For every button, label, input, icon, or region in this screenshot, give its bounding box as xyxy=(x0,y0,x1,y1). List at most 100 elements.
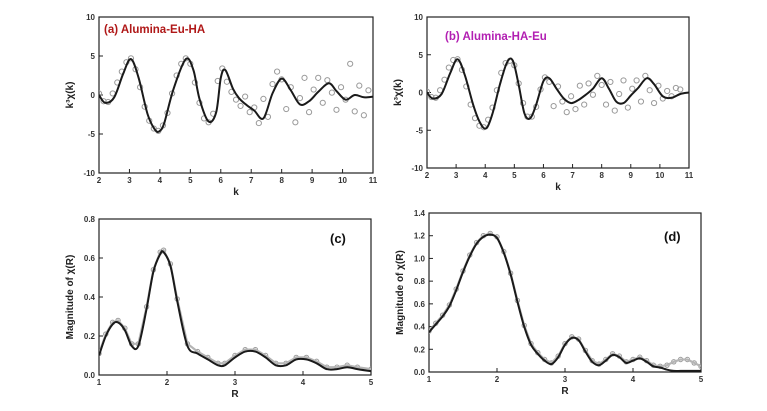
x-axis-title: k xyxy=(555,182,561,193)
data-point xyxy=(365,87,372,94)
plot-area xyxy=(429,230,701,372)
data-point xyxy=(301,74,308,81)
data-point xyxy=(677,86,684,93)
x-axis-title: R xyxy=(561,386,569,397)
plot-area xyxy=(99,55,373,134)
y-tick-label: 1.2 xyxy=(414,232,426,241)
y-axis-title: Magnitude of χ(R) xyxy=(65,255,76,340)
data-point xyxy=(616,90,623,98)
x-tick-label: 8 xyxy=(599,171,604,180)
x-tick-label: 2 xyxy=(97,176,102,185)
panel-b: 2 3 4 5 6 7 8 9 10 11 -10 -5 0 5 10 k k³χ(k) (b) Alumina-… xyxy=(393,13,694,193)
x-tick-label: 7 xyxy=(570,171,575,180)
x-tick-label: 2 xyxy=(165,378,170,387)
y-tick-label: -5 xyxy=(88,130,96,139)
data-point xyxy=(292,119,299,126)
data-point xyxy=(607,78,614,86)
y-tick-label: 1.4 xyxy=(414,209,426,218)
x-tick-label: 8 xyxy=(279,176,284,185)
data-point xyxy=(283,105,290,113)
x-tick-label: 5 xyxy=(188,176,193,185)
y-tick-label: 5 xyxy=(91,52,96,61)
experimental-line xyxy=(99,248,371,371)
data-point xyxy=(559,98,566,105)
data-point xyxy=(620,77,627,84)
data-point xyxy=(598,81,605,89)
x-tick-label: 3 xyxy=(127,176,132,185)
x-tick-label: 10 xyxy=(338,176,347,185)
data-point xyxy=(664,87,671,95)
data-point xyxy=(255,119,262,127)
x-tick-label: 5 xyxy=(512,171,517,180)
data-point xyxy=(572,106,579,113)
data-point xyxy=(576,82,583,89)
panel-a: 2 3 4 5 6 7 8 9 10 11 -10 -5 0 5 10 k k³χ(k) (a) Alumina-… xyxy=(65,13,378,198)
data-point xyxy=(356,82,363,89)
x-tick-label: 4 xyxy=(301,378,306,387)
panel-title: (a) Alumina-Eu-HA xyxy=(104,24,205,36)
data-point xyxy=(324,77,331,84)
y-axis-title: k³χ(k) xyxy=(393,79,404,106)
data-point xyxy=(445,64,452,71)
data-point xyxy=(310,86,317,93)
data-point xyxy=(611,107,618,114)
data-point xyxy=(594,72,601,79)
y-tick-label: 10 xyxy=(414,13,423,22)
x-tick-label: 7 xyxy=(249,176,254,185)
panel-tag: (c) xyxy=(330,231,346,246)
data-point xyxy=(624,104,631,111)
panel-d: 1 2 3 4 5 0.0 0.2 0.4 0.6 0.8 1.0 1.2 1.4 R Magnitude … xyxy=(395,209,704,397)
y-tick-label: 0.8 xyxy=(84,215,96,224)
y-tick-label: 0.6 xyxy=(84,254,96,263)
data-point xyxy=(550,102,557,110)
x-tick-label: 9 xyxy=(629,171,634,180)
data-point xyxy=(568,93,575,100)
data-point xyxy=(127,55,135,62)
x-tick-label: 5 xyxy=(699,375,704,384)
data-point xyxy=(232,96,240,103)
y-tick-label: 5 xyxy=(419,51,424,60)
data-point xyxy=(563,109,570,116)
y-tick-label: 0 xyxy=(91,91,96,100)
data-point xyxy=(351,108,358,115)
data-point xyxy=(650,99,658,107)
x-tick-label: 4 xyxy=(158,176,163,185)
data-point xyxy=(328,89,335,96)
data-point xyxy=(629,85,636,92)
data-point xyxy=(589,91,597,98)
x-tick-label: 11 xyxy=(369,176,378,185)
data-point xyxy=(427,88,431,95)
x-tick-label: 6 xyxy=(541,171,546,180)
x-axis-title: k xyxy=(233,187,239,198)
plot-area xyxy=(99,247,371,373)
data-point xyxy=(428,93,435,101)
y-tick-label: 10 xyxy=(86,13,95,22)
y-tick-label: 0 xyxy=(419,89,424,98)
data-point xyxy=(246,109,253,116)
data-point xyxy=(315,74,322,81)
data-point xyxy=(646,87,653,94)
data-point xyxy=(633,77,640,84)
data-point xyxy=(360,112,367,119)
data-point xyxy=(100,98,107,105)
data-point xyxy=(237,102,244,110)
x-tick-label: 3 xyxy=(454,171,459,180)
data-point xyxy=(274,68,281,75)
x-tick-label: 1 xyxy=(97,378,102,387)
x-tick-label: 4 xyxy=(483,171,488,180)
plot-area xyxy=(427,56,689,131)
y-tick-label: 0.2 xyxy=(84,332,96,341)
y-axis-title: Magnitude of χ(R) xyxy=(395,250,406,335)
y-tick-label: 0.6 xyxy=(414,300,426,309)
x-tick-label: 2 xyxy=(425,171,430,180)
data-point xyxy=(602,101,610,108)
data-point xyxy=(337,84,345,91)
data-point xyxy=(454,56,461,63)
data-point xyxy=(260,95,267,103)
x-axis-title: R xyxy=(231,389,239,400)
y-tick-label: 0.4 xyxy=(414,323,426,332)
y-tick-label: 0.0 xyxy=(414,368,426,377)
y-tick-label: 0.0 xyxy=(84,371,96,380)
data-point xyxy=(637,98,645,105)
